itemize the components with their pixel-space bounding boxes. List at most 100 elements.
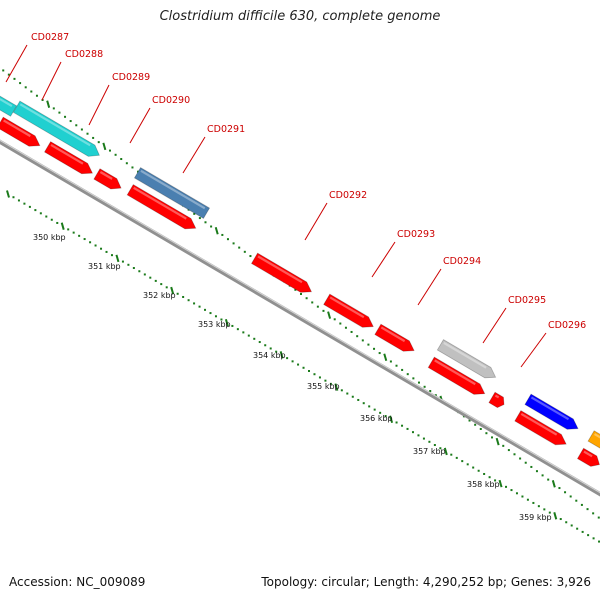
cds-arrow-1 [0,116,41,147]
inner-minor-tick [384,415,387,418]
cds-arrow-9 [488,391,505,409]
outer-minor-tick [193,212,196,215]
inner-minor-tick [439,447,442,450]
outer-minor-tick [238,246,241,249]
outer-minor-tick [58,111,61,114]
gene-label-CD0294: CD0294 [443,256,481,267]
outer-minor-tick [367,343,370,346]
outer-minor-tick [125,162,128,165]
inner-minor-tick [138,270,141,273]
inner-minor-tick [204,308,207,311]
callout-line-CD0289 [88,84,110,126]
kbp-label-359-kbp: 359 kbp [519,513,552,522]
cyan-feature-2 [12,100,100,157]
inner-minor-tick [56,221,59,224]
genome-summary: Topology: circular; Length: 4,290,252 bp… [261,575,591,589]
inner-minor-tick [50,218,53,221]
outer-minor-tick [305,297,308,300]
inner-major-tick [498,479,503,488]
outer-minor-tick [507,449,510,452]
inner-minor-tick [253,337,256,340]
outer-minor-tick [569,495,572,498]
inner-minor-tick [165,286,168,289]
inner-minor-tick [576,527,579,530]
outer-minor-tick [519,457,522,460]
inner-major-tick [170,286,175,295]
cds-arrow-4-shine [133,186,187,220]
cyan-feature-1-shine [0,98,13,108]
cds-arrow-3-shine [99,171,113,180]
inner-minor-tick [297,363,300,366]
inner-minor-tick [269,347,272,350]
inner-minor-tick [12,196,15,199]
outer-minor-tick [204,221,207,224]
inner-minor-tick [329,382,332,385]
cds-arrow-6-shine [329,296,365,319]
inner-minor-tick [483,472,486,475]
inner-minor-tick [110,254,113,257]
inner-minor-tick [406,427,409,430]
outer-minor-tick [92,136,95,139]
inner-minor-tick [581,530,584,533]
outer-major-tick [214,226,219,235]
callout-line-CD0296 [520,332,547,368]
inner-minor-tick [182,295,185,298]
cds-arrow-2-shape [43,141,94,175]
outer-minor-tick [580,503,583,506]
outer-minor-tick [558,487,561,490]
gray-feature-shine [443,341,487,369]
cds-arrow-5 [250,252,313,293]
outer-major-tick [327,311,332,319]
outer-minor-tick [524,461,527,464]
cds-arrow-1-shape [0,116,41,147]
cds-arrow-8-shine [434,359,476,386]
outer-minor-tick [24,86,27,89]
callout-line-CD0295 [482,307,507,344]
outer-minor-tick [120,158,123,161]
inner-minor-tick [160,283,163,286]
outer-minor-tick [311,301,314,304]
cds-arrow-3-shape [93,168,122,190]
outer-minor-tick [502,444,505,447]
outer-minor-tick [434,394,437,397]
kbp-label-358-kbp: 358 kbp [467,480,500,489]
outer-minor-tick [114,153,117,156]
outer-minor-tick [137,170,140,173]
inner-minor-tick [324,379,327,382]
accession-label: Accession: NC_009089 [9,575,146,589]
cds-arrow-2-shine [50,143,84,165]
inner-major-tick [553,512,558,520]
inner-major-tick [389,415,394,424]
inner-minor-tick [461,460,464,463]
cds-arrow-8 [427,356,486,395]
callout-line-CD0294 [417,268,442,306]
kbp-label-350-kbp: 350 kbp [33,233,66,242]
inner-minor-tick [548,511,551,514]
inner-minor-tick [264,344,267,347]
cds-arrow-11-shape [576,447,600,467]
inner-minor-tick [505,485,508,488]
inner-minor-tick [34,209,37,212]
inner-minor-tick [308,370,310,372]
cds-arrow-6-shape [323,293,374,328]
outer-minor-tick [389,360,392,363]
callout-line-CD0293 [371,241,396,278]
gene-label-CD0293: CD0293 [397,229,435,240]
cds-arrow-1-shine [3,119,31,138]
cds-arrow-7-shine [380,326,406,343]
inner-minor-tick [247,334,250,337]
outer-minor-tick [7,73,10,76]
cyan-feature-1-shape [0,95,18,117]
inner-minor-tick [286,357,289,360]
inner-minor-tick [28,205,31,208]
outer-minor-tick [249,255,252,258]
outer-minor-tick [373,347,376,350]
cds-arrow-7 [374,323,415,352]
inner-minor-tick [417,434,420,437]
map-title: Clostridium difficile 630, complete geno… [159,9,441,24]
outer-major-tick [551,480,556,488]
inner-minor-tick [537,505,540,508]
gene-label-CD0291: CD0291 [207,124,245,135]
kbp-label-353-kbp: 353 kbp [198,320,231,329]
